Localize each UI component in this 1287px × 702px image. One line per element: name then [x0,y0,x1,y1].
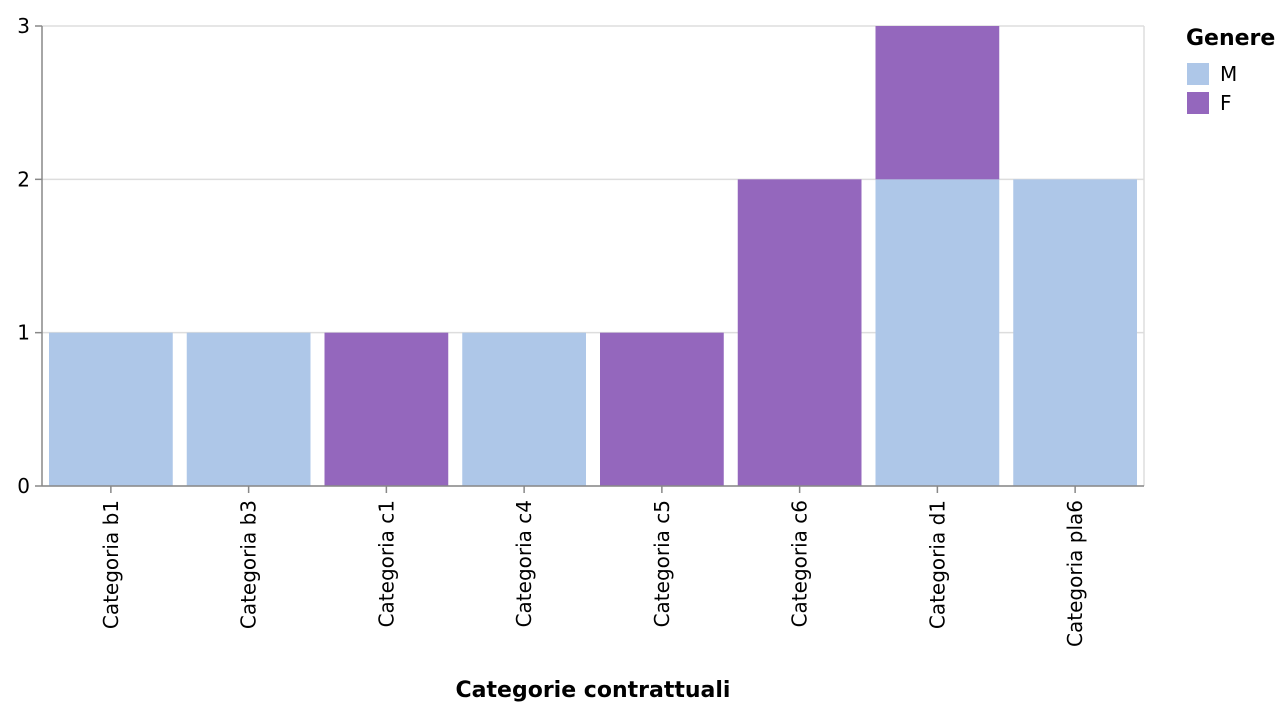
y-axis-ticks: 0 1 2 3 [17,14,42,498]
x-tick-label: Categoria c4 [512,500,536,627]
legend-label-m: M [1220,62,1237,86]
y-tick-label: 1 [17,321,30,345]
legend-title: Genere [1186,26,1275,51]
bar-f-categoria-d1 [875,26,1000,180]
x-axis-ticks: Categoria b1 Categoria b3 Categoria c1 Cate… [99,486,1087,647]
bar-m-categoria-c4 [462,332,586,486]
x-tick-label: Categoria c5 [650,500,674,627]
bar-m-categoria-b3 [186,332,311,486]
legend-swatch-f [1187,92,1209,114]
y-tick-label: 2 [17,167,30,191]
bars [49,26,1137,487]
x-tick-label: Categoria c6 [788,500,812,627]
x-tick-label: Categoria pla6 [1063,500,1087,647]
y-tick-label: 0 [17,474,30,498]
bar-f-categoria-c6 [737,179,862,487]
x-tick-label: Categoria c1 [374,500,398,627]
legend-label-f: F [1220,91,1232,115]
x-tick-label: Categoria b1 [99,500,123,629]
bar-m-categoria-pla6 [1013,179,1137,487]
legend: Genere MF [1186,26,1275,115]
legend-swatch-m [1187,63,1209,85]
bar-f-categoria-c5 [600,332,724,486]
x-axis-title: Categorie contrattuali [456,678,731,702]
legend-items: MF [1187,62,1237,115]
x-tick-label: Categoria d1 [925,500,949,629]
bar-m-categoria-b1 [49,332,173,486]
bar-f-categoria-c1 [324,332,449,486]
x-tick-label: Categoria b3 [237,500,261,629]
y-tick-label: 3 [17,14,30,38]
axes [41,26,1144,487]
bar-m-categoria-d1 [875,179,1000,487]
